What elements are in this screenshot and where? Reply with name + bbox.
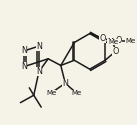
Text: O: O <box>99 34 105 42</box>
Text: O: O <box>115 36 122 46</box>
Text: O: O <box>112 47 119 56</box>
Text: N: N <box>36 42 42 51</box>
Text: N: N <box>21 46 27 56</box>
Text: Me: Me <box>107 38 118 44</box>
Text: Me: Me <box>71 90 82 96</box>
Text: N: N <box>62 79 68 88</box>
Text: Me: Me <box>125 38 135 44</box>
Text: N: N <box>36 67 42 76</box>
Text: Me: Me <box>108 39 119 45</box>
Text: Me: Me <box>46 90 56 96</box>
Text: N: N <box>21 62 27 71</box>
